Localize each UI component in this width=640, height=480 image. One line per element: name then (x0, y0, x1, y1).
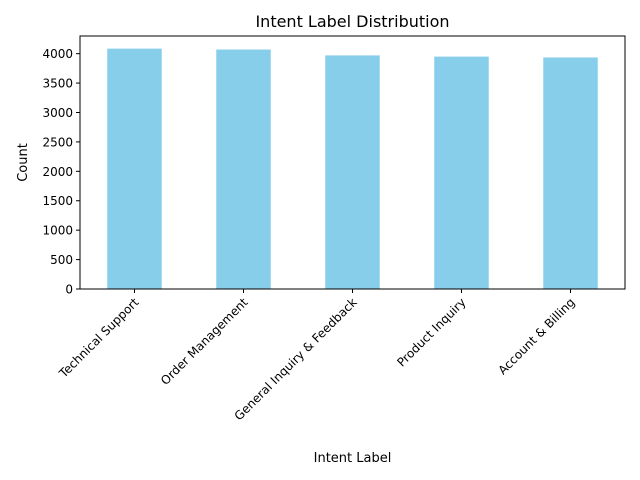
plot-frame (79, 35, 626, 290)
x-tick-label: Technical Support (56, 295, 142, 381)
y-tick-label: 2000 (42, 165, 73, 179)
y-axis-label: Count (16, 143, 31, 182)
y-axis: 0 500 1000 1500 2000 2500 3000 3500 4000 (42, 47, 80, 297)
y-tick-label: 3500 (42, 77, 73, 91)
x-tick-label: Account & Billing (495, 295, 577, 377)
y-tick-label: 0 (65, 283, 73, 297)
chart-title: Intent Label Distribution (255, 12, 449, 31)
y-tick-label: 500 (50, 253, 73, 267)
bar (325, 55, 380, 290)
y-tick-label: 3000 (42, 106, 73, 120)
y-tick-label: 1000 (42, 224, 73, 238)
x-tick-label: Order Management (158, 295, 251, 388)
y-tick-label: 2500 (42, 135, 73, 149)
x-axis-label: Intent Label (314, 451, 392, 466)
x-tick-label: General Inquiry & Feedback (232, 295, 360, 423)
bar (434, 56, 489, 290)
bars-group (107, 48, 598, 290)
y-tick-label: 4000 (42, 47, 73, 61)
x-axis: Technical Support Order ManagementGeneral… (56, 289, 578, 423)
bar (543, 57, 598, 289)
bar (107, 48, 162, 290)
y-tick-label: 1500 (42, 194, 73, 208)
bar (216, 49, 271, 289)
x-tick-label: Product Inquiry (394, 295, 468, 369)
